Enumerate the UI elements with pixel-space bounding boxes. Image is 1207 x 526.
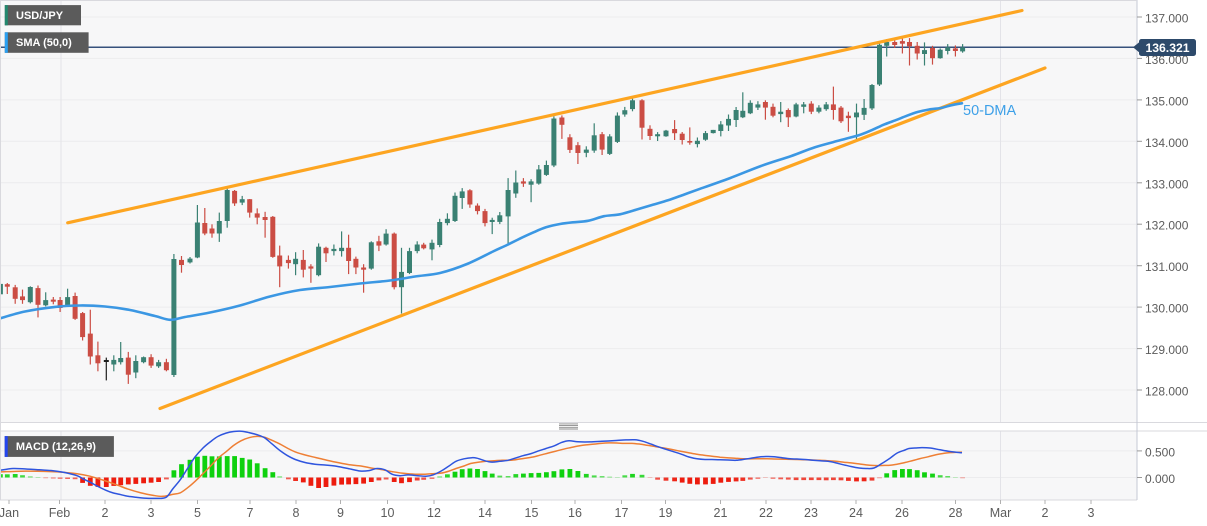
svg-text:130.000: 130.000 xyxy=(1145,302,1189,316)
svg-text:7: 7 xyxy=(247,506,254,520)
svg-text:128.000: 128.000 xyxy=(1145,385,1189,399)
svg-text:9: 9 xyxy=(337,506,344,520)
svg-text:28: 28 xyxy=(949,506,963,520)
svg-text:137.000: 137.000 xyxy=(1145,12,1189,26)
svg-text:10: 10 xyxy=(381,506,395,520)
svg-text:2: 2 xyxy=(1042,506,1049,520)
svg-text:23: 23 xyxy=(804,506,818,520)
svg-text:21: 21 xyxy=(714,506,728,520)
svg-text:12: 12 xyxy=(427,506,441,520)
svg-text:0.000: 0.000 xyxy=(1145,472,1175,486)
svg-text:136.321: 136.321 xyxy=(1145,41,1189,55)
svg-text:26: 26 xyxy=(895,506,909,520)
svg-text:3: 3 xyxy=(1088,506,1095,520)
svg-text:133.000: 133.000 xyxy=(1145,177,1189,191)
svg-text:129.000: 129.000 xyxy=(1145,343,1189,357)
svg-text:15: 15 xyxy=(525,506,539,520)
svg-text:Jan: Jan xyxy=(0,506,19,520)
svg-text:SMA (50,0): SMA (50,0) xyxy=(16,37,72,49)
svg-text:MACD (12,26,9): MACD (12,26,9) xyxy=(16,441,96,453)
svg-text:132.000: 132.000 xyxy=(1145,219,1189,233)
svg-text:24: 24 xyxy=(849,506,863,520)
svg-text:14: 14 xyxy=(478,506,492,520)
svg-text:135.000: 135.000 xyxy=(1145,94,1189,108)
svg-text:131.000: 131.000 xyxy=(1145,260,1189,274)
svg-text:5: 5 xyxy=(194,506,201,520)
svg-text:19: 19 xyxy=(659,506,673,520)
svg-text:136.000: 136.000 xyxy=(1145,53,1189,67)
svg-text:22: 22 xyxy=(759,506,773,520)
svg-text:Mar: Mar xyxy=(990,506,1012,520)
svg-text:0.500: 0.500 xyxy=(1145,445,1175,459)
svg-text:50-DMA: 50-DMA xyxy=(963,103,1017,119)
svg-text:2: 2 xyxy=(102,506,109,520)
svg-text:16: 16 xyxy=(568,506,582,520)
svg-text:3: 3 xyxy=(148,506,155,520)
svg-text:17: 17 xyxy=(615,506,629,520)
svg-text:USD/JPY: USD/JPY xyxy=(16,10,64,22)
svg-text:8: 8 xyxy=(293,506,300,520)
svg-text:Feb: Feb xyxy=(49,506,71,520)
svg-text:134.000: 134.000 xyxy=(1145,136,1189,150)
